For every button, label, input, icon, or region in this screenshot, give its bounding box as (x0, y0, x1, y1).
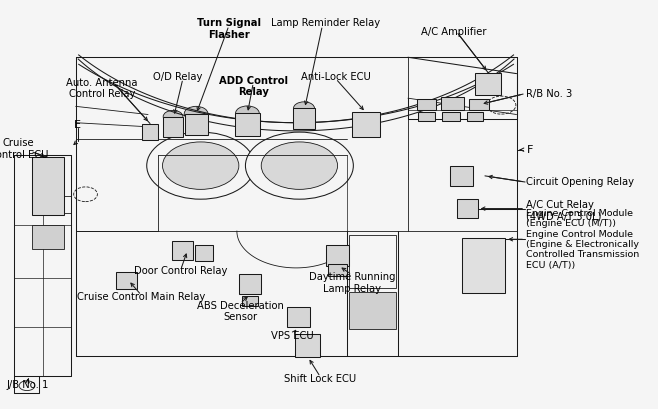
Text: Circuit Opening Relay: Circuit Opening Relay (526, 177, 634, 187)
Bar (326, 245, 349, 266)
Text: Cruise Control Main Relay: Cruise Control Main Relay (78, 292, 205, 302)
Bar (142, 124, 158, 140)
Bar (195, 245, 213, 261)
Text: Cruise
Control ECU: Cruise Control ECU (0, 139, 48, 160)
Text: VPS ECU: VPS ECU (272, 331, 314, 341)
Bar (467, 112, 483, 121)
Text: ABS Deceleration
Sensor: ABS Deceleration Sensor (197, 301, 284, 322)
Bar (163, 117, 183, 137)
Text: O/D Relay: O/D Relay (153, 72, 203, 81)
Text: Anti-Lock ECU: Anti-Lock ECU (301, 72, 370, 81)
Circle shape (74, 187, 97, 202)
Circle shape (19, 381, 35, 391)
Bar (32, 225, 64, 249)
Bar (235, 113, 260, 136)
Text: Door Control Relay: Door Control Relay (134, 266, 228, 276)
Text: A/C Cut Relay
(4WD A/T 3.0L): A/C Cut Relay (4WD A/T 3.0L) (526, 200, 602, 221)
Bar (32, 157, 64, 215)
Bar (417, 99, 436, 110)
Circle shape (147, 132, 255, 199)
Bar (295, 335, 320, 357)
Text: Turn Signal
Flasher: Turn Signal Flasher (197, 18, 261, 40)
Text: A/C Amplifier: A/C Amplifier (421, 27, 487, 36)
Bar (293, 108, 315, 129)
Circle shape (163, 142, 239, 189)
Circle shape (245, 132, 353, 199)
Text: Shift Lock ECU: Shift Lock ECU (284, 374, 357, 384)
Circle shape (236, 106, 259, 121)
Circle shape (487, 96, 516, 114)
Bar (441, 97, 465, 110)
Bar (475, 72, 501, 95)
Bar (184, 114, 208, 135)
Bar (442, 112, 460, 121)
Bar (328, 264, 347, 276)
Text: R/B No. 3: R/B No. 3 (526, 89, 572, 99)
Circle shape (163, 110, 183, 123)
Bar (242, 295, 258, 306)
Circle shape (184, 106, 208, 121)
Bar (352, 112, 380, 137)
Text: F: F (526, 145, 533, 155)
Text: Lamp Reminder Relay: Lamp Reminder Relay (271, 18, 380, 28)
Bar (469, 99, 489, 110)
Text: E: E (74, 120, 81, 130)
Text: Engine Control Module
(Engine ECU (M/T))
Engine Control Module
(Engine & Electro: Engine Control Module (Engine ECU (M/T))… (526, 209, 640, 270)
Bar (349, 292, 396, 329)
Text: ADD Control
Relay: ADD Control Relay (219, 76, 288, 97)
Bar (349, 235, 396, 288)
Text: Daytime Running
Lamp Relay: Daytime Running Lamp Relay (309, 272, 395, 294)
Text: J/B No. 1: J/B No. 1 (7, 380, 49, 390)
Bar (450, 166, 474, 186)
Bar (457, 200, 478, 218)
Bar (287, 307, 310, 327)
Circle shape (293, 102, 315, 115)
Bar (418, 112, 435, 121)
Bar (172, 241, 193, 260)
Bar (462, 238, 505, 294)
Circle shape (261, 142, 338, 189)
Text: Auto. Antenna
Control Relay: Auto. Antenna Control Relay (66, 78, 138, 99)
Bar (116, 272, 137, 289)
Bar (240, 274, 261, 294)
